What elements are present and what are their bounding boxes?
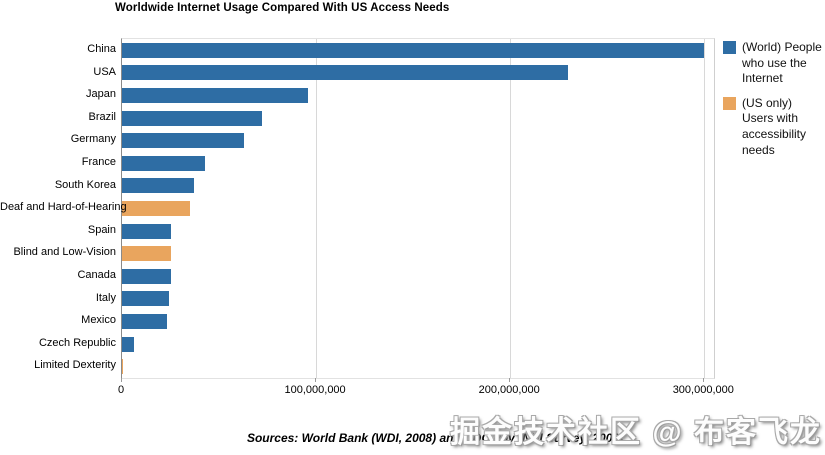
bar-limited-dexterity [122,359,123,375]
bar-row [122,107,714,130]
category-label: Canada [77,269,116,281]
category-label: Czech Republic [38,336,116,349]
watermark: 掘金技术社区 @ 布客飞龙 [450,416,822,449]
x-tick-mark [508,378,510,382]
bar-row [122,220,714,243]
legend-item-world: (World) People who use the Internet [723,40,823,87]
category-label: USA [93,65,116,78]
bar-row [122,197,714,220]
bar-south-korea [122,178,194,194]
plot-area [121,38,715,379]
source-note: Sources: World Bank (WDI, 2008) and CDC.… [246,431,624,445]
bar-row [122,265,714,288]
category-label: Italy [95,291,116,304]
bar-blind-and-low-vision [122,246,171,262]
category-label: France [81,156,116,168]
category-label: South Korea [54,178,116,191]
x-tick-label: 300,000,000 [672,384,734,396]
bar-row [122,175,714,198]
x-tick-mark [314,378,316,382]
category-label: Japan [86,88,116,101]
category-labels: China USA Japan Brazil Germany France South Ko… [0,38,127,377]
bar-row [122,242,714,265]
category-label: Germany [70,133,116,146]
category-label: Deaf and Hard-of-Hearing [0,201,127,214]
gridline [703,39,705,378]
bar-row [122,152,714,175]
legend-label: (World) People who use the Internet [742,40,822,86]
legend-swatch-world [723,41,736,54]
x-tick-label: 0 [117,384,125,396]
bar-spain [122,223,171,239]
category-label: Blind and Low-Vision [13,246,116,259]
x-tick-label: 100,000,000 [284,384,346,396]
bar-czech-republic [122,336,134,352]
bar-row [122,288,714,311]
bar-row [122,333,714,356]
bar-row [122,355,714,378]
bar-china [122,42,705,58]
legend-item-us_accessibility: (US only) Users with accessibility needs [723,96,823,158]
category-label: Spain [87,223,116,236]
bar-brazil [122,110,262,126]
chart-title: Worldwide Internet Usage Compared With U… [115,2,450,14]
gridline [509,39,511,378]
x-tick-mark [120,378,122,382]
x-tick-label: 200,000,000 [478,384,540,396]
x-tick-mark [702,378,704,382]
category-label: Brazil [88,110,116,123]
bar-japan [122,87,309,103]
bar-row [122,39,714,62]
legend-swatch-us_accessibility [723,96,736,110]
bar-italy [122,291,169,307]
bar-row [122,62,714,85]
category-label: Mexico [81,314,116,327]
gridline [315,39,317,378]
legend-label: (US only) Users with accessibility needs [742,95,807,157]
bar-mexico [122,313,167,329]
bar-deaf-and-hard-of-hearing [122,200,190,216]
bar-canada [122,268,171,284]
bar-row [122,84,714,107]
bar-france [122,155,206,171]
legend: (World) People who use the Internet (US o… [723,40,823,158]
category-label: China [87,43,116,55]
bar-row [122,310,714,333]
bar-germany [122,133,245,149]
bar-row [122,129,714,152]
bar-usa [122,65,569,81]
x-axis: 0 100,000,000 200,000,000 300,000,000 [118,378,734,400]
category-label: Limited Dexterity [34,359,116,372]
